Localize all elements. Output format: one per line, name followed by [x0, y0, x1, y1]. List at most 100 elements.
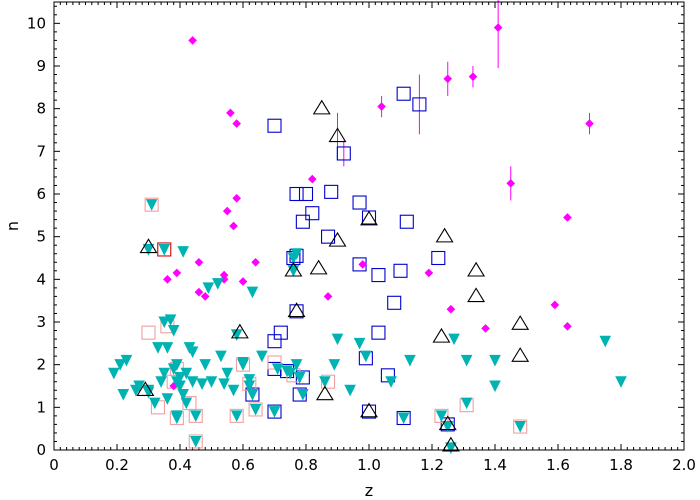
cyan-triangle-down-point [189, 435, 202, 448]
cyan-triangle-down-point [489, 354, 501, 367]
cyan-triangle-down-point [237, 357, 249, 369]
magenta-diamond-point [358, 260, 368, 269]
y-tick-label: 0 [36, 441, 46, 459]
open-square-point [289, 304, 304, 319]
cyan-triangle-down-point [615, 376, 627, 388]
cyan-triangle-down-point [353, 337, 366, 350]
x-axis-label: z [365, 481, 373, 500]
open-triangle-up-point [467, 261, 486, 277]
open-triangle-up-point [441, 436, 460, 452]
open-square-point [305, 206, 320, 221]
cyan-triangle-down-point [161, 342, 174, 354]
magenta-diamond-point [506, 179, 516, 188]
cyan-triangle-down-point [246, 286, 259, 299]
y-tick-label: 4 [36, 270, 46, 288]
open-square-point [352, 195, 367, 210]
open-triangle-up-point [438, 415, 457, 431]
open-square-point [387, 295, 402, 310]
x-tick-label: 0.2 [105, 456, 129, 474]
cyan-triangle-down-point [186, 376, 199, 388]
magenta-diamond-point [194, 257, 204, 267]
cyan-triangle-down-point [319, 376, 331, 388]
magenta-diamond-point [493, 23, 503, 32]
open-triangle-up-point [360, 210, 378, 226]
cyan-triangle-down-point [215, 350, 227, 363]
cyan-triangle-down-point [271, 363, 284, 376]
cyan-triangle-down-point [290, 359, 303, 371]
magenta-diamond-point [232, 119, 242, 128]
magenta-diamond-point [200, 292, 210, 301]
open-square-point [320, 229, 336, 244]
y-tick-label: 3 [36, 313, 46, 331]
y-tick-label: 8 [36, 100, 46, 118]
open-square-point [399, 214, 414, 229]
magenta-diamond-point [194, 287, 204, 297]
cyan-triangle-down-point [460, 354, 473, 367]
open-square-point [336, 146, 351, 161]
cyan-triangle-down-point [167, 325, 180, 337]
open-triangle-up-point [309, 259, 328, 275]
cyan-triangle-down-point [287, 252, 300, 265]
cyan-triangle-down-point [448, 333, 460, 346]
magenta-diamond-point [424, 268, 434, 278]
cyan-triangle-down-point [174, 371, 186, 384]
cyan-triangle-down-point [177, 246, 189, 258]
cyan-triangle-down-point [148, 397, 161, 410]
open-square-point [295, 214, 310, 229]
open-square-point [157, 242, 172, 257]
cyan-triangle-down-point [199, 359, 212, 371]
cyan-triangle-down-point [344, 384, 356, 397]
open-square-point [513, 419, 528, 434]
cyan-triangle-down-point [155, 376, 167, 388]
y-tick-label: 5 [36, 228, 46, 246]
magenta-diamond-point [563, 321, 572, 331]
y-tick-label: 9 [36, 57, 46, 75]
cyan-triangle-down-point [268, 406, 281, 418]
magenta-diamond-point [443, 74, 453, 84]
cyan-triangle-down-point [404, 354, 416, 367]
cyan-triangle-down-point [171, 410, 183, 422]
cyan-triangle-down-point [297, 389, 309, 401]
open-square-point [267, 404, 282, 419]
cyan-triangle-down-point [249, 403, 262, 416]
cyan-triangle-down-point [218, 378, 230, 390]
open-square-point [144, 197, 159, 212]
open-square-point [396, 410, 411, 426]
open-square-point [229, 408, 244, 423]
cyan-triangle-down-point [180, 397, 193, 410]
open-triangle-up-point [360, 402, 378, 418]
x-tick-label: 1.2 [420, 456, 444, 474]
cyan-triangle-down-point [196, 378, 208, 390]
x-tick-label: 0.4 [168, 456, 192, 474]
cyan-triangle-down-point [284, 367, 297, 380]
open-square-point [361, 210, 377, 225]
open-triangle-up-point [435, 227, 454, 243]
cyan-triangle-down-point [180, 367, 193, 380]
magenta-diamond-point [251, 257, 260, 267]
open-square-point [393, 263, 408, 278]
cyan-triangle-down-point [460, 397, 473, 410]
cyan-triangle-down-point [230, 410, 243, 422]
open-triangle-up-point [511, 347, 530, 362]
cyan-triangle-down-point [441, 421, 454, 433]
open-triangle-up-point [511, 315, 530, 330]
cyan-triangle-down-point [385, 376, 397, 388]
open-square-point [361, 404, 377, 419]
open-triangle-up-point [328, 231, 347, 247]
magenta-diamond-point [163, 275, 172, 284]
open-triangle-up-point [136, 381, 155, 397]
cyan-triangle-down-point [158, 243, 171, 256]
x-tick-label: 1.4 [483, 456, 507, 474]
y-tick-label: 2 [36, 356, 46, 374]
cyan-triangle-down-point [114, 359, 126, 371]
x-tick-label: 1.6 [546, 456, 570, 474]
plot-frame [53, 1, 685, 451]
magenta-diamond-point [446, 304, 456, 314]
open-square-point [188, 408, 203, 423]
cyan-triangle-down-point [293, 371, 306, 384]
cyan-triangle-down-point [142, 384, 155, 397]
open-triangle-up-point [432, 327, 451, 343]
cyan-triangle-down-point [164, 314, 177, 326]
open-triangle-up-point [139, 238, 158, 254]
open-square-point [267, 334, 282, 349]
